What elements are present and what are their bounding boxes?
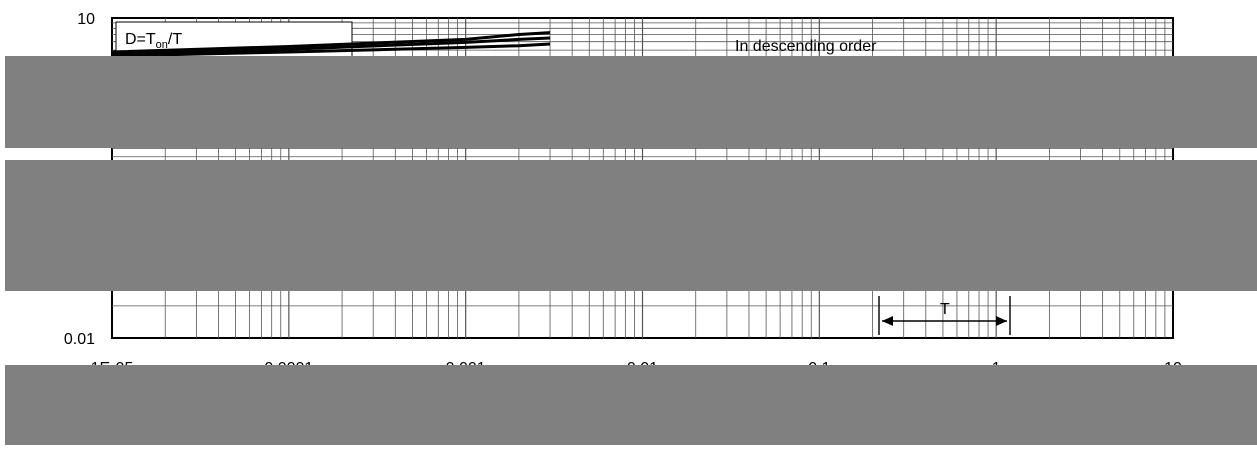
series-line-3 bbox=[111, 42, 551, 58]
y-tick-label: 0.01 bbox=[64, 331, 95, 348]
period-arrow-right-head bbox=[996, 316, 1007, 326]
period-arrow-left-head bbox=[882, 316, 893, 326]
y-tick-label: 10 bbox=[77, 11, 95, 28]
masked-region-top bbox=[5, 56, 1257, 148]
series-line-1 bbox=[111, 31, 551, 54]
series-layer bbox=[111, 31, 551, 58]
series-line-2 bbox=[111, 36, 551, 56]
period-indicator: T bbox=[878, 296, 1011, 335]
masked-region-bottom bbox=[5, 365, 1257, 445]
masked-region-middle bbox=[5, 160, 1257, 291]
duty-formula-label: D=Ton/T bbox=[125, 31, 182, 51]
order-note: In descending order bbox=[735, 38, 877, 55]
period-label: T bbox=[940, 301, 950, 318]
